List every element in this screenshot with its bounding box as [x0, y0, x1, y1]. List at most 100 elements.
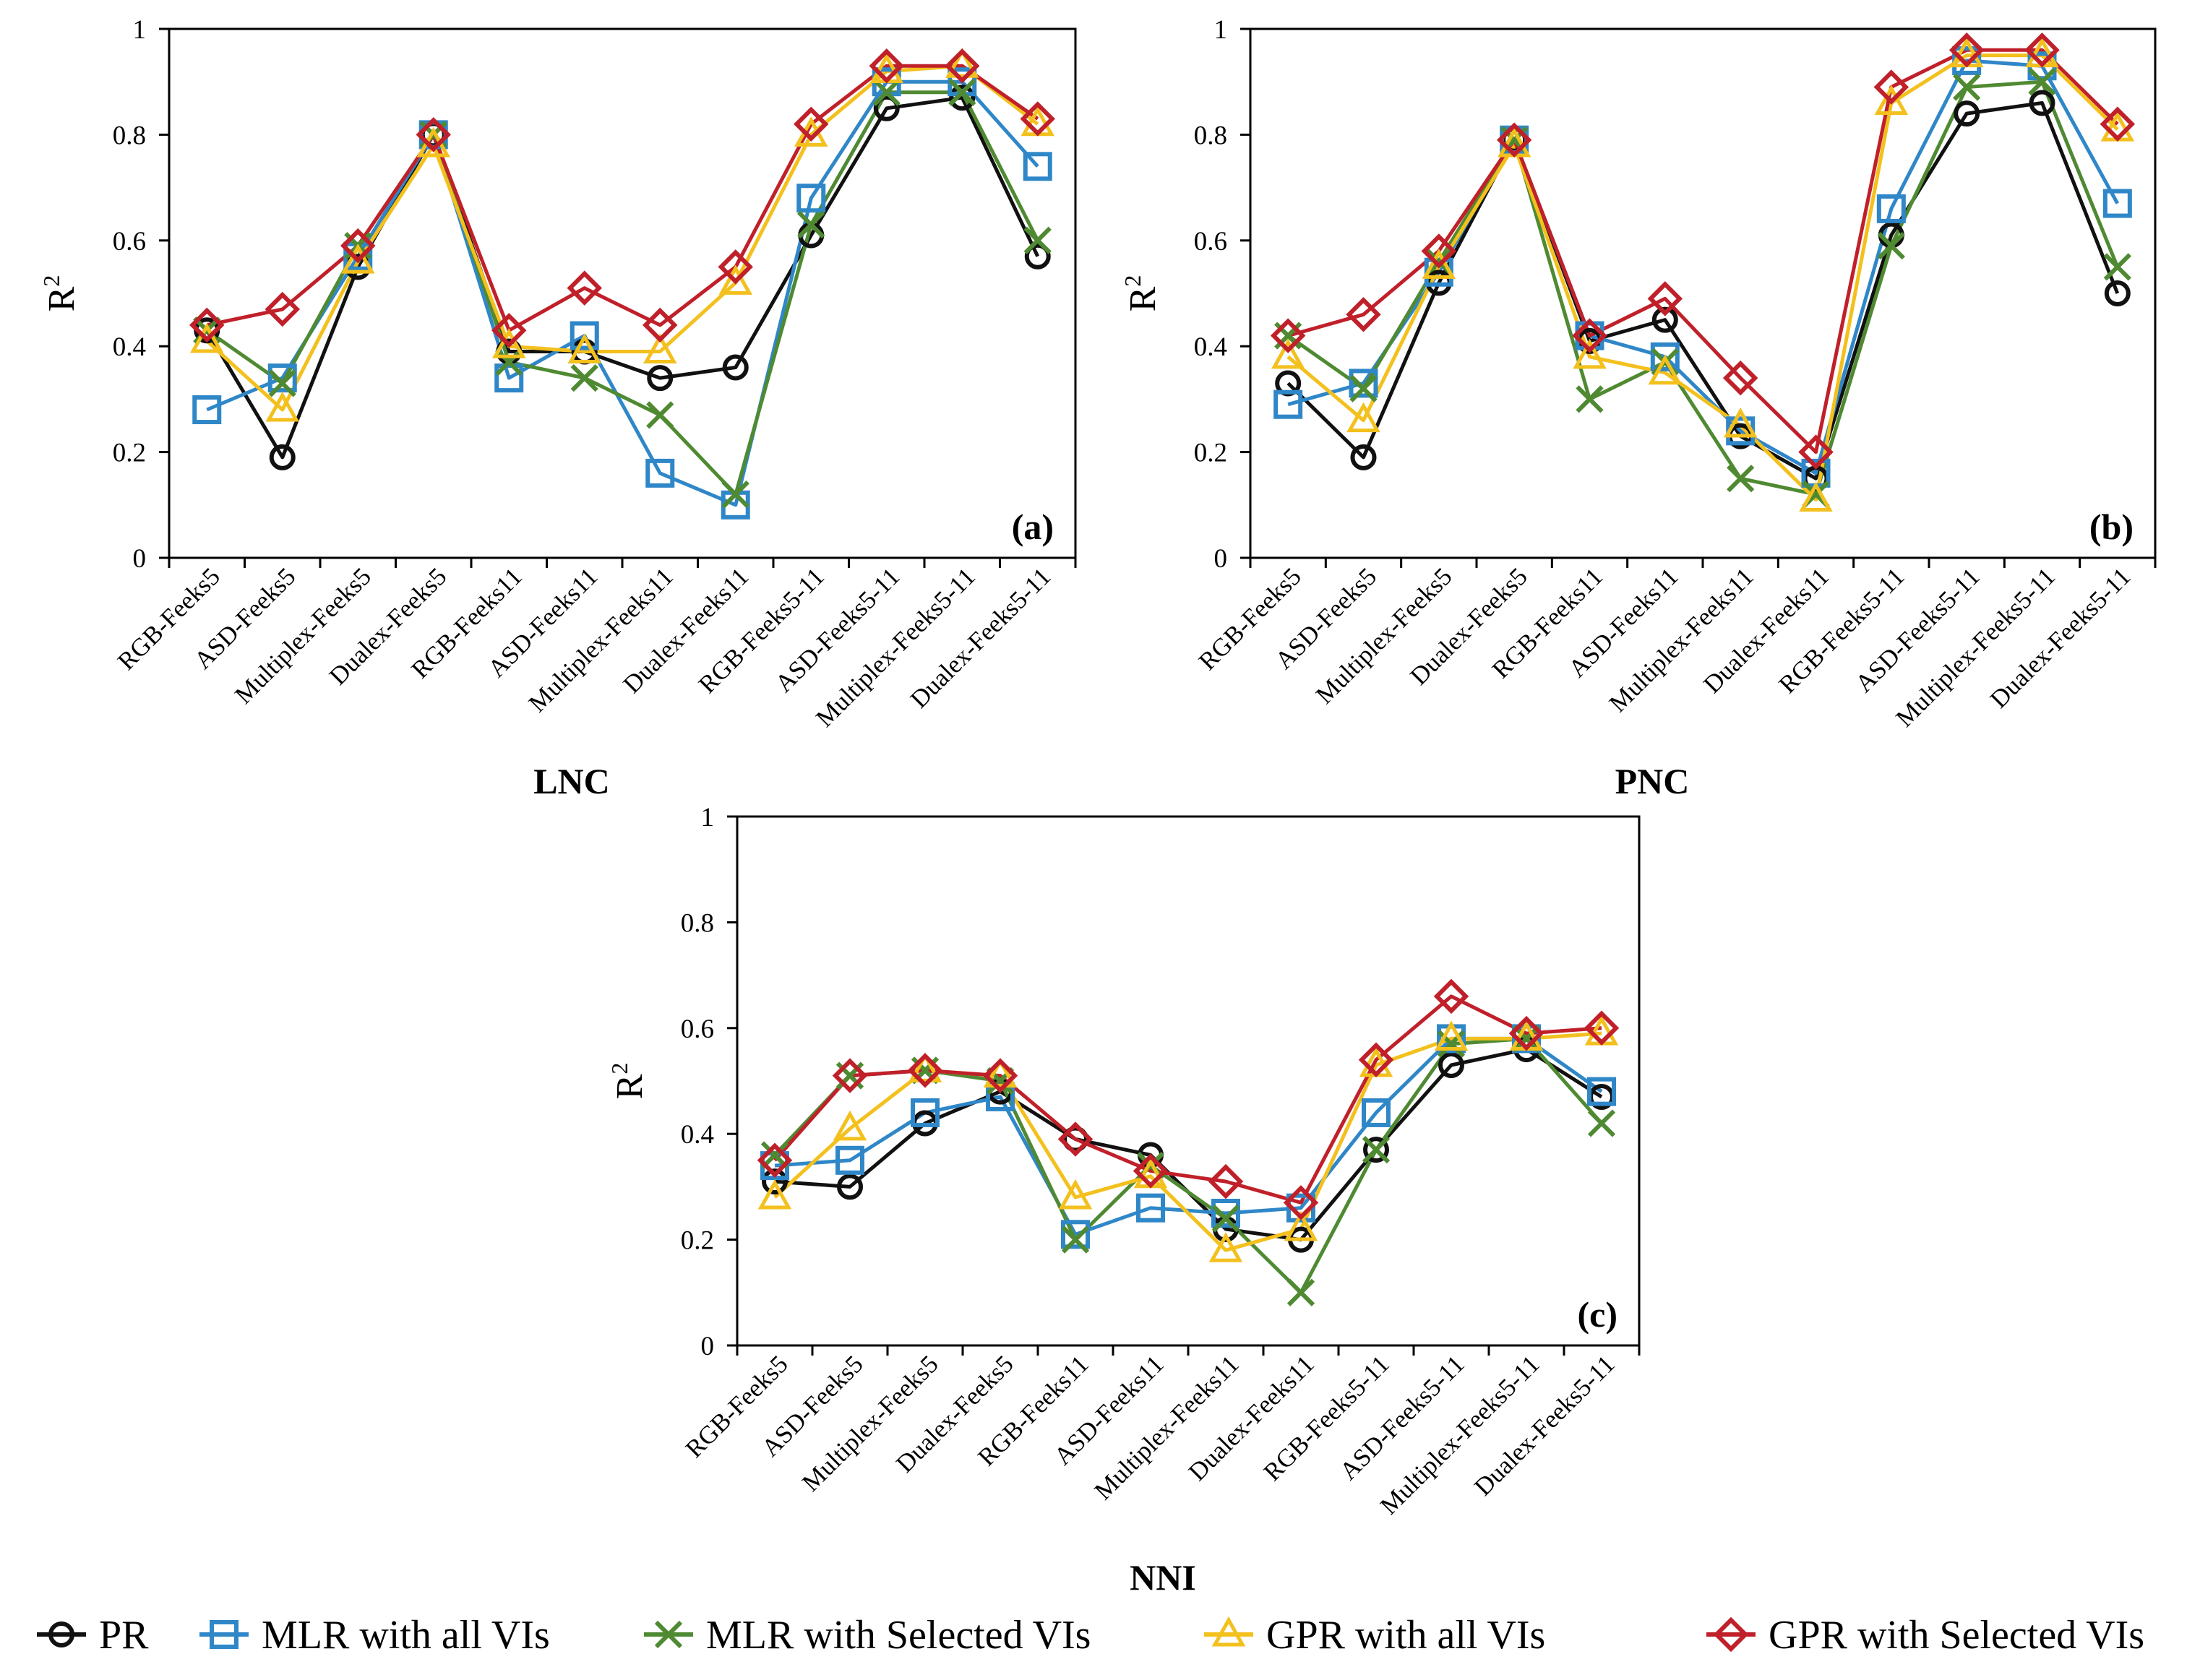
- data-point-mlr_sel: [495, 348, 523, 376]
- data-point-mlr_all: [911, 1098, 940, 1127]
- panel-label: (b): [2089, 507, 2134, 547]
- data-point-pr: [1062, 1126, 1088, 1153]
- legend-item-gpr_sel: GPR with Selected VIs: [1706, 1613, 2144, 1658]
- data-point-mlr_sel: [646, 401, 674, 429]
- data-point-mlr_sel: [948, 78, 976, 106]
- data-point-pr: [2104, 280, 2131, 306]
- data-point-gpr_all: [1874, 85, 1909, 115]
- x-axis-label: PNC: [1615, 761, 1690, 801]
- data-point-gpr_sel: [757, 1142, 793, 1179]
- data-point-pr: [873, 95, 900, 121]
- x-tick-label: Dualex-Feeks5-11: [905, 562, 1056, 713]
- data-point-gpr_all: [1799, 481, 1833, 512]
- data-point-gpr_all: [718, 264, 753, 295]
- data-point-mlr_sel: [2103, 253, 2131, 281]
- x-tick-label: Multiplex-Feeks5: [796, 1350, 944, 1497]
- y-tick-label: 0: [133, 544, 147, 574]
- data-point-gpr_sel: [1572, 318, 1607, 353]
- data-point-mlr_all: [1023, 152, 1052, 181]
- data-point-mlr_sel: [1576, 385, 1604, 413]
- data-point-pr: [1651, 306, 1678, 333]
- data-point-gpr_sel: [1584, 1010, 1620, 1046]
- data-point-mlr_all: [1136, 1193, 1165, 1223]
- data-point-gpr_sel: [1647, 281, 1683, 316]
- data-point-mlr_all: [1349, 369, 1378, 398]
- data-point-gpr_all: [1573, 338, 1607, 369]
- data-point-gpr_all: [945, 48, 979, 78]
- data-point-gpr_sel: [1798, 434, 1834, 470]
- y-tick-label: 0: [701, 1332, 715, 1361]
- data-point-gpr_sel: [1270, 318, 1306, 353]
- y-tick-label: 0.6: [1194, 227, 1227, 257]
- data-point-mlr_all: [1211, 1199, 1240, 1228]
- data-point-gpr_sel: [1433, 978, 1469, 1015]
- series-line-mlr_sel: [1286, 79, 2120, 496]
- data-point-gpr_all: [189, 322, 224, 353]
- y-tick-label: 0.6: [113, 227, 146, 257]
- series-line-gpr_all: [1286, 53, 2119, 501]
- legend-item-mlr_all: MLR with all VIs: [199, 1613, 550, 1658]
- x-tick-label: Dualex-Feeks5-11: [1985, 562, 2136, 713]
- data-point-gpr_all: [1648, 354, 1683, 385]
- y-tick-label: 1: [133, 15, 147, 45]
- x-tick-label: Dualex-Feeks5-11: [1469, 1350, 1620, 1501]
- chart-panels: 00.20.40.60.81RGB-Feeks5ASD-Feeks5Multip…: [38, 15, 2157, 1598]
- legend-label: MLR with Selected VIs: [706, 1613, 1091, 1658]
- data-point-gpr_sel: [1722, 360, 1758, 396]
- x-tick-label: Multiplex-Feeks11: [1604, 562, 1759, 718]
- data-point-mlr_all: [1587, 1077, 1616, 1106]
- data-point-mlr_all: [2102, 189, 2132, 218]
- data-point-gpr_sel: [1496, 122, 1532, 158]
- data-point-mlr_sel: [1877, 231, 1905, 260]
- data-point-mlr_sel: [1211, 1205, 1240, 1233]
- data-point-mlr_sel: [1727, 465, 1755, 493]
- y-tick-label: 0.8: [113, 121, 146, 150]
- y-tick-label: 1: [701, 803, 715, 832]
- data-point-gpr_all: [1723, 407, 1758, 438]
- data-point-pr: [2029, 90, 2055, 116]
- data-point-mlr_all: [192, 395, 222, 425]
- data-point-pr: [1024, 243, 1051, 270]
- data-point-mlr_all: [267, 363, 297, 393]
- data-point-pr: [1363, 1137, 1389, 1163]
- data-point-gpr_all: [340, 243, 375, 274]
- data-point-gpr_sel: [189, 307, 225, 343]
- legend-marker-gpr_sel: [1713, 1616, 1749, 1653]
- data-point-mlr_all: [1286, 1193, 1315, 1223]
- data-point-gpr_sel: [794, 106, 829, 142]
- data-point-gpr_all: [1284, 1210, 1318, 1241]
- data-point-gpr_sel: [1057, 1121, 1094, 1157]
- data-point-mlr_sel: [1953, 73, 1981, 101]
- data-point-gpr_all: [265, 391, 300, 422]
- plot-frame: [168, 27, 1077, 559]
- data-point-gpr_sel: [1020, 101, 1055, 137]
- data-point-gpr_sel: [491, 312, 527, 348]
- data-point-gpr_sel: [265, 291, 300, 327]
- x-tick-label: Multiplex-Feeks11: [523, 562, 679, 718]
- data-point-mlr_sel: [1512, 1025, 1541, 1053]
- x-tick-label: Multiplex-Feeks5: [1310, 562, 1458, 710]
- data-point-mlr_all: [835, 1145, 864, 1175]
- plot-frame: [736, 815, 1641, 1347]
- data-point-gpr_sel: [1346, 297, 1381, 332]
- y-tick-label: 0.4: [681, 1120, 714, 1150]
- data-point-pr: [837, 1173, 863, 1200]
- data-point-gpr_sel: [1358, 1042, 1394, 1077]
- data-point-pr: [949, 85, 976, 111]
- data-point-gpr_all: [643, 333, 677, 364]
- data-point-gpr_sel: [1873, 69, 1909, 105]
- data-point-gpr_sel: [416, 117, 451, 152]
- y-axis-label: R2: [1120, 275, 1164, 312]
- data-point-gpr_all: [1434, 1020, 1469, 1051]
- y-axis-label: R2: [606, 1063, 650, 1100]
- data-point-mlr_all: [1273, 389, 1303, 419]
- x-axis-label: LNC: [533, 761, 610, 801]
- data-point-mlr_sel: [872, 78, 901, 106]
- y-tick-label: 0.6: [681, 1015, 714, 1044]
- legend: PR MLR with all VIs MLR with Selected VIs G…: [37, 1613, 2144, 1658]
- legend-marker-mlr_all: [210, 1620, 239, 1649]
- data-point-gpr_sel: [567, 270, 602, 306]
- y-tick-label: 0.2: [113, 439, 146, 468]
- data-point-mlr_sel: [2028, 68, 2056, 96]
